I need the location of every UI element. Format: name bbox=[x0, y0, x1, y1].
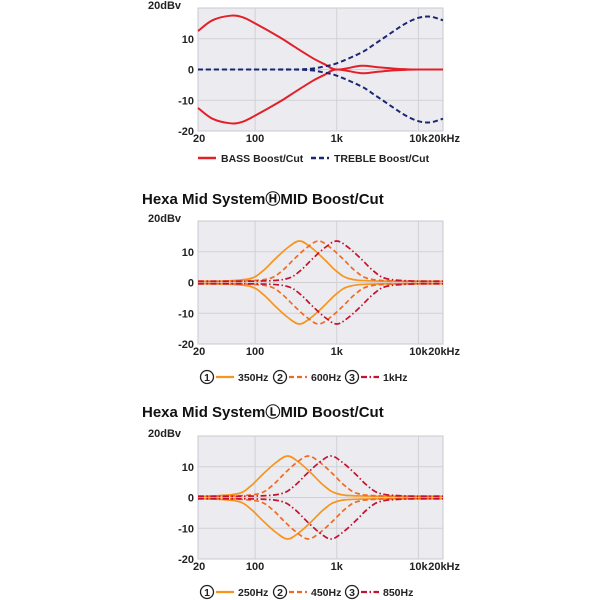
y-tick-label: 0 bbox=[188, 493, 194, 505]
x-tick-label: 20kHz bbox=[428, 133, 460, 145]
legend-number: 3 bbox=[349, 372, 355, 384]
chart-title: Hexa Mid SystemⓁMID Boost/Cut bbox=[142, 403, 384, 421]
legend-label: 350Hz bbox=[238, 372, 268, 384]
series-line-850hz-cut bbox=[197, 497, 444, 540]
x-tick-label: 10k bbox=[409, 561, 428, 573]
legend-label: 450Hz bbox=[311, 587, 341, 599]
x-tick-label: 1k bbox=[331, 133, 344, 145]
series-line-450hz-cut bbox=[197, 497, 444, 540]
y-tick-label: 20dBv bbox=[148, 428, 182, 440]
legend-number: 2 bbox=[277, 372, 283, 384]
series-line-350hz-cut bbox=[197, 282, 444, 325]
legend-number-circle bbox=[272, 369, 288, 385]
x-tick-label: 20 bbox=[193, 133, 205, 145]
series-line-1khz-cut bbox=[197, 282, 444, 325]
y-tick-label: 0 bbox=[188, 278, 194, 290]
legend-label: 1kHz bbox=[383, 372, 408, 384]
series-line-bass-boost-cut-cut bbox=[197, 68, 443, 125]
legend-number-circle bbox=[344, 369, 360, 385]
x-tick-label: 10k bbox=[409, 133, 428, 145]
x-tick-label: 100 bbox=[246, 133, 264, 145]
legend-number-circle bbox=[272, 584, 288, 600]
legend-label: 850Hz bbox=[383, 587, 413, 599]
x-tick-label: 1k bbox=[331, 346, 344, 358]
y-tick-label: 0 bbox=[188, 65, 194, 77]
y-tick-label: 20dBv bbox=[148, 0, 182, 12]
x-tick-label: 1k bbox=[331, 561, 344, 573]
chart-2: Hexa Mid SystemⒽMID Boost/Cut20dBv100-10… bbox=[142, 190, 461, 385]
y-tick-label: -10 bbox=[178, 308, 194, 320]
legend-number: 3 bbox=[349, 587, 355, 599]
y-tick-label: 10 bbox=[182, 462, 194, 474]
x-tick-label: 100 bbox=[246, 561, 264, 573]
chart-title: Hexa Mid SystemⒽMID Boost/Cut bbox=[142, 190, 384, 208]
x-tick-label: 20 bbox=[193, 346, 205, 358]
y-tick-label: 10 bbox=[182, 34, 194, 46]
y-tick-label: -20 bbox=[178, 554, 194, 566]
chart-3: Hexa Mid SystemⓁMID Boost/Cut20dBv100-10… bbox=[142, 403, 461, 600]
x-tick-label: 20 bbox=[193, 561, 205, 573]
legend-number-circle bbox=[344, 584, 360, 600]
y-tick-label: 20dBv bbox=[148, 213, 182, 225]
series-line-600hz-boost bbox=[197, 240, 444, 283]
y-tick-label: -10 bbox=[178, 95, 194, 107]
y-tick-label: 10 bbox=[182, 247, 194, 259]
legend-number-circle bbox=[199, 584, 215, 600]
y-tick-label: -10 bbox=[178, 523, 194, 535]
legend-number-circle bbox=[199, 369, 215, 385]
y-tick-label: -20 bbox=[178, 126, 194, 138]
x-tick-label: 20kHz bbox=[428, 561, 460, 573]
series-line-250hz-boost bbox=[197, 455, 444, 498]
x-tick-label: 10k bbox=[409, 346, 428, 358]
series-line-600hz-cut bbox=[197, 282, 444, 325]
legend-label: BASS Boost/Cut bbox=[221, 153, 304, 165]
legend-label: 600Hz bbox=[311, 372, 341, 384]
y-tick-label: -20 bbox=[178, 339, 194, 351]
series-line-450hz-boost bbox=[197, 455, 444, 498]
legend-label: 250Hz bbox=[238, 587, 268, 599]
series-line-treble-boost-cut-cut bbox=[198, 68, 444, 124]
series-line-250hz-cut bbox=[197, 497, 444, 540]
series-line-350hz-boost bbox=[197, 240, 444, 283]
series-line-850hz-boost bbox=[197, 455, 444, 498]
legend-label: TREBLE Boost/Cut bbox=[334, 153, 430, 165]
x-tick-label: 100 bbox=[246, 346, 264, 358]
legend-number: 2 bbox=[277, 587, 283, 599]
legend-number: 1 bbox=[204, 372, 210, 384]
x-tick-label: 20kHz bbox=[428, 346, 460, 358]
series-line-1khz-boost bbox=[197, 240, 444, 283]
legend-number: 1 bbox=[204, 587, 210, 599]
